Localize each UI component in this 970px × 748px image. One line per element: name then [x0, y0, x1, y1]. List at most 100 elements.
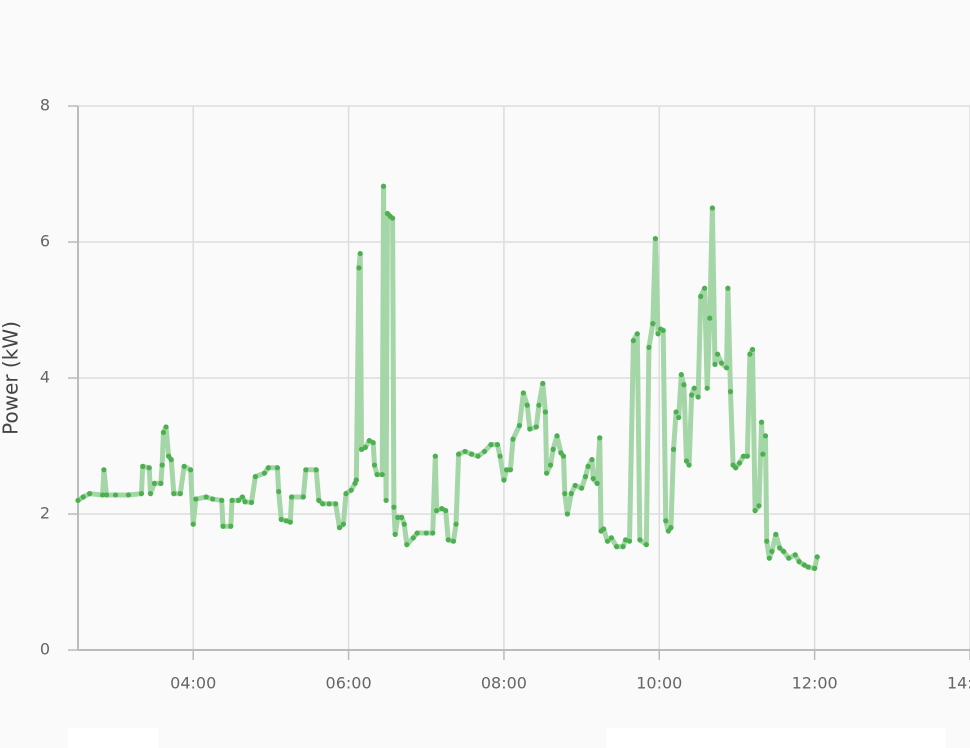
- data-point: [313, 467, 319, 473]
- data-point: [691, 385, 697, 391]
- data-point: [410, 535, 416, 541]
- data-point: [560, 453, 567, 459]
- data-point: [274, 465, 280, 471]
- data-point: [462, 448, 468, 455]
- data-point: [756, 503, 762, 509]
- data-point: [348, 487, 354, 493]
- data-point: [812, 565, 818, 572]
- data-point: [601, 526, 607, 532]
- data-point: [103, 492, 110, 498]
- data-point: [343, 491, 349, 497]
- data-point: [646, 344, 652, 350]
- data-point: [652, 236, 659, 242]
- data-point: [210, 496, 216, 502]
- data-point: [188, 467, 194, 473]
- data-point: [252, 474, 258, 480]
- x-tick-label: 14:00: [947, 674, 970, 693]
- data-point: [430, 530, 436, 536]
- data-point: [663, 518, 669, 524]
- data-point: [516, 423, 523, 429]
- data-point: [414, 530, 420, 536]
- data-point: [676, 414, 682, 421]
- data-point: [443, 508, 449, 514]
- y-tick-label: 6: [40, 232, 50, 251]
- data-point: [399, 514, 405, 521]
- data-point: [353, 477, 359, 483]
- data-point: [620, 544, 626, 550]
- data-point: [336, 525, 343, 531]
- data-point: [725, 285, 731, 291]
- data-point: [766, 555, 772, 561]
- data-point: [579, 485, 585, 491]
- data-point: [340, 521, 346, 527]
- data-point: [168, 457, 174, 463]
- data-point: [718, 360, 725, 366]
- data-point: [660, 327, 666, 333]
- data-point: [80, 494, 86, 500]
- data-point: [276, 488, 282, 495]
- data-point: [392, 531, 398, 538]
- data-point: [758, 419, 765, 425]
- data-point: [362, 444, 369, 450]
- data-point: [507, 467, 514, 473]
- data-point: [689, 392, 695, 398]
- data-point: [736, 460, 743, 466]
- data-point: [99, 492, 106, 498]
- data-point: [501, 477, 507, 483]
- data-point: [568, 491, 574, 497]
- data-point: [744, 453, 750, 459]
- data-point: [475, 453, 481, 459]
- data-point: [547, 462, 554, 468]
- data-point: [326, 501, 332, 507]
- data-point: [379, 471, 385, 478]
- data-point: [536, 402, 542, 408]
- data-point: [287, 519, 293, 525]
- panel: [606, 728, 946, 748]
- data-point: [423, 530, 429, 536]
- data-point: [151, 480, 157, 486]
- data-point: [540, 380, 546, 387]
- data-point: [683, 458, 690, 464]
- data-point: [190, 521, 196, 527]
- data-point: [316, 497, 322, 503]
- data-point: [650, 321, 656, 327]
- data-point: [562, 491, 568, 497]
- data-point: [626, 538, 633, 544]
- data-point: [655, 331, 661, 337]
- data-point: [749, 346, 756, 353]
- data-point: [320, 501, 326, 507]
- data-point: [814, 554, 820, 560]
- data-point: [572, 482, 578, 489]
- data-point: [724, 365, 730, 371]
- data-point: [395, 514, 401, 521]
- data-point: [769, 548, 775, 555]
- data-point: [773, 531, 779, 538]
- data-point: [643, 542, 649, 548]
- data-point: [805, 564, 811, 570]
- data-point: [494, 442, 501, 448]
- data-point: [383, 497, 389, 503]
- data-point: [140, 463, 146, 469]
- y-tick-label: 4: [40, 368, 50, 387]
- data-point: [112, 492, 119, 498]
- x-tick-label: 10:00: [636, 674, 682, 693]
- data-point: [401, 521, 407, 527]
- data-point: [544, 470, 550, 476]
- data-point: [542, 409, 548, 415]
- data-point: [445, 537, 451, 543]
- data-point: [727, 389, 734, 395]
- data-point: [171, 491, 177, 497]
- data-point: [608, 535, 614, 541]
- data-point: [87, 491, 93, 497]
- x-tick-label: 04:00: [170, 674, 216, 693]
- data-point: [242, 499, 248, 505]
- data-point: [371, 462, 378, 468]
- data-point: [278, 516, 284, 523]
- data-point: [219, 497, 225, 503]
- data-point: [747, 351, 753, 357]
- data-point: [193, 496, 199, 502]
- data-point: [358, 446, 365, 452]
- data-point: [453, 521, 459, 527]
- data-point: [801, 562, 807, 568]
- data-point: [585, 463, 591, 469]
